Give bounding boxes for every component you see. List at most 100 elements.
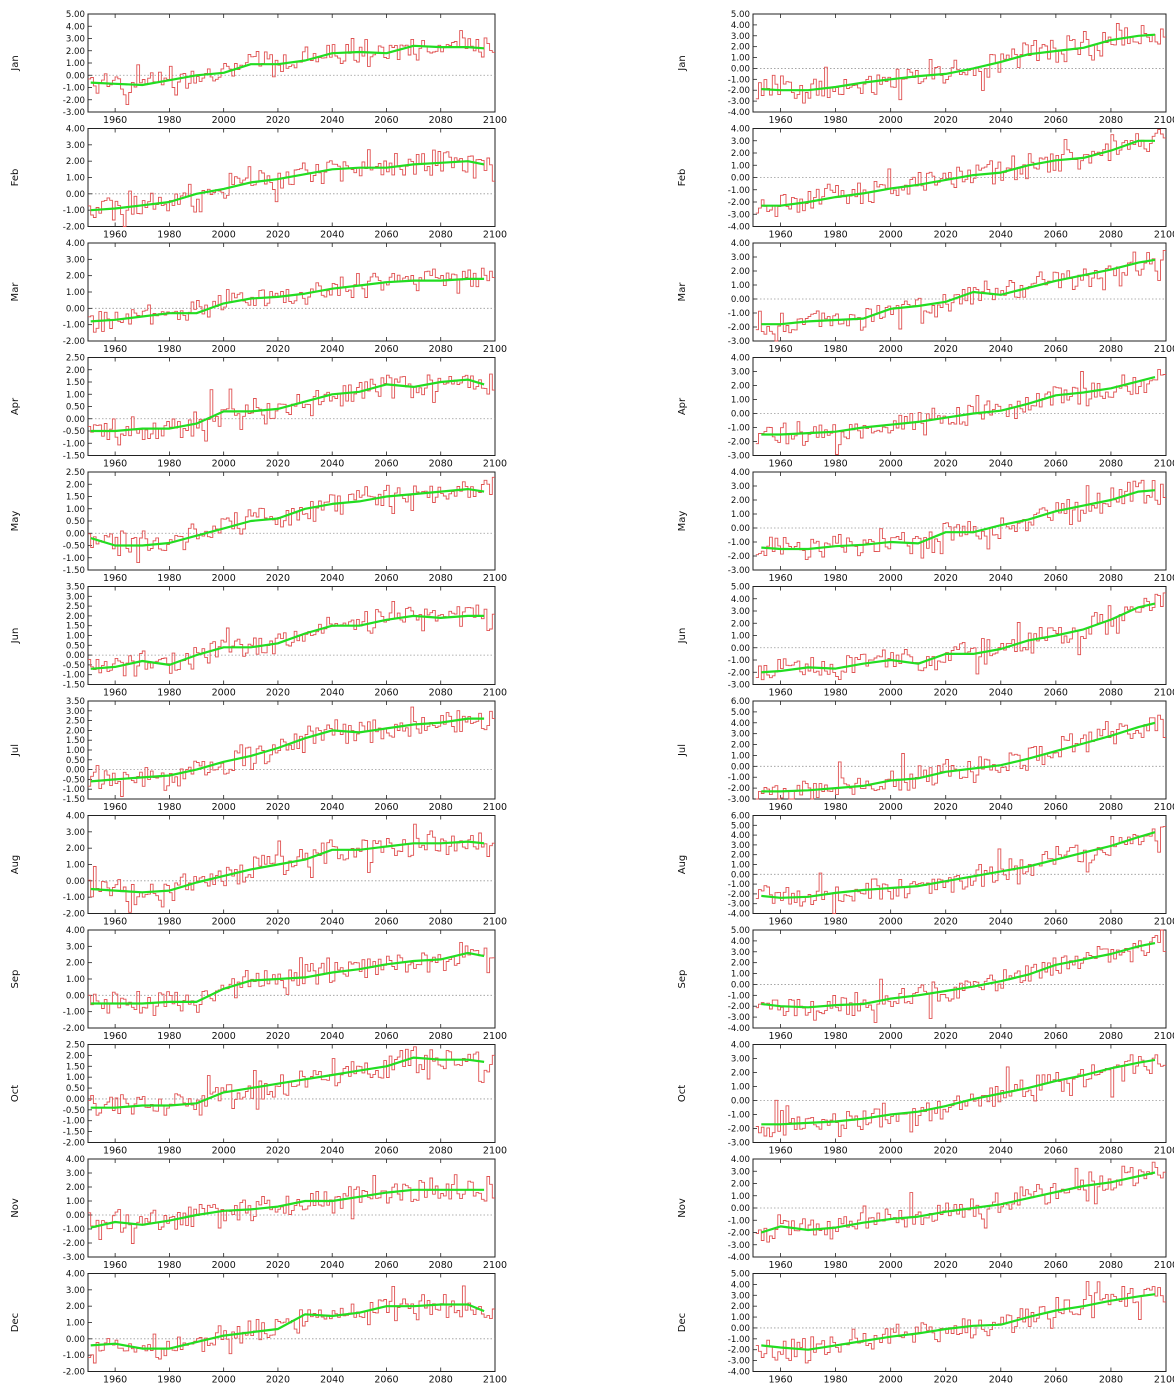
panel-r5-xtick-label: 1960: [768, 573, 792, 584]
panel-r10-xtick-label: 1980: [824, 1146, 848, 1157]
panel-l3-xtick-label: 2060: [374, 344, 398, 355]
panel-l2-ytick-label: 2.00: [66, 157, 85, 167]
panel-r3-ytick-label: 1.00: [731, 281, 750, 291]
panel-l4-ytick-label: 1.50: [66, 378, 85, 388]
panel-r9-ytick-label: -4.00: [728, 1024, 750, 1034]
panel-r1-ytick-label: -3.00: [728, 97, 750, 107]
panel-l6-xtick-label: 2000: [212, 688, 236, 699]
panel-l4-ylabel: Apr: [10, 397, 21, 415]
panel-l2-xtick-label: 2000: [212, 230, 236, 241]
panel-r2-xtick-label: 2020: [934, 230, 958, 241]
panel-l9-xtick-label: 1980: [157, 1031, 181, 1042]
panel-l5-ytick-label: -1.50: [63, 566, 85, 576]
panel-r3-trend-line: [761, 258, 1156, 326]
panel-l2-xtick-label: 2080: [429, 230, 453, 241]
panel-r9-xtick-label: 1980: [824, 1031, 848, 1042]
panel-r11-ytick-label: 0.00: [731, 1204, 750, 1214]
panel-r6-ytick-label: 1.00: [731, 632, 750, 642]
panel-r11-ytick-label: -3.00: [728, 1241, 750, 1251]
panel-r2-annual-series: [755, 129, 1166, 217]
panel-l7-xtick-label: 2080: [429, 802, 453, 813]
panel-l5-xtick-label: 2060: [374, 573, 398, 584]
panel-l2-ytick-label: 4.00: [66, 125, 85, 135]
panel-r11-ytick-label: 1.00: [731, 1192, 750, 1202]
panel-l6-ytick-label: 2.50: [66, 602, 85, 612]
panel-r10-ytick-label: 4.00: [731, 1041, 750, 1051]
panel-r10-annual-series: [755, 1054, 1166, 1138]
panel-r7-ytick-label: 0.00: [731, 762, 750, 772]
panel-l2-xtick-label: 2040: [320, 230, 344, 241]
panel-l7-xtick-label: 1960: [103, 802, 127, 813]
panel-r3-xtick-label: 2020: [934, 344, 958, 355]
panel-l6-xtick-label: 2080: [429, 688, 453, 699]
panel-l7-ytick-label: 0.00: [66, 766, 85, 776]
panel-l2-ytick-label: 1.00: [66, 174, 85, 184]
panel-r8-xtick-label: 1960: [768, 917, 792, 928]
panel-l8-ylabel: Aug: [10, 855, 21, 875]
panel-l12-xtick-label: 2020: [266, 1375, 290, 1384]
panel-r10-xtick-label: 1960: [768, 1146, 792, 1157]
panel-l4-trend-line: [90, 378, 485, 433]
panel-l6: 3.503.002.502.001.501.000.500.00-0.50-1.…: [10, 583, 507, 699]
panel-r7-xtick-label: 2000: [879, 802, 903, 813]
panel-r2-xtick-label: 2060: [1044, 230, 1068, 241]
panel-l3-ytick-label: 0.00: [66, 304, 85, 314]
panel-l6-ytick-label: -1.50: [63, 681, 85, 691]
panel-l3-annual-series: [88, 267, 495, 333]
panel-l11-xtick-label: 2060: [374, 1260, 398, 1271]
panel-r10-xtick-label: 2020: [934, 1146, 958, 1157]
panel-l9-trend-line: [90, 951, 485, 1005]
panel-l8-xtick-label: 2100: [483, 917, 507, 928]
panel-r3-xtick-label: 2060: [1044, 344, 1068, 355]
panel-r9-xtick-label: 2080: [1099, 1031, 1123, 1042]
panel-l10-ytick-label: 2.50: [66, 1041, 85, 1051]
panel-r4-frame: [752, 357, 1167, 456]
panel-l2-ytick-label: -1.00: [63, 206, 85, 216]
panel-r4-trend-line: [761, 376, 1156, 436]
panel-r4-ytick-label: 4.00: [731, 354, 750, 364]
panel-l2-trend-line: [90, 160, 485, 212]
panel-r6-annual-series: [755, 592, 1166, 681]
panel-r12: 5.004.003.002.001.000.00-1.00-2.00-3.00-…: [677, 1270, 1174, 1386]
panel-r8-ytick-label: 2.00: [731, 851, 750, 861]
panel-l11-xtick-label: 2020: [266, 1260, 290, 1271]
panel-l8-xtick-label: 2080: [429, 917, 453, 928]
panel-r7-ytick-label: 2.00: [731, 741, 750, 751]
panel-r5-xtick-label: 2000: [879, 573, 903, 584]
panel-l8-xtick-label: 2040: [320, 917, 344, 928]
panel-l10-ytick-label: 1.00: [66, 1073, 85, 1083]
panel-r1-ytick-label: 2.00: [731, 43, 750, 53]
panel-l9-xtick-label: 2000: [212, 1031, 236, 1042]
panel-l6-xtick-label: 2020: [266, 688, 290, 699]
panel-r10-ytick-label: 0.00: [731, 1097, 750, 1107]
panel-r6-xtick-label: 2040: [989, 688, 1013, 699]
panel-l4-ytick-label: -0.50: [63, 427, 85, 437]
panel-r10-xtick-label: 2080: [1099, 1146, 1123, 1157]
panel-r6-frame: [752, 586, 1167, 685]
panel-r1-ytick-label: 1.00: [731, 54, 750, 64]
panel-r2-xtick-label: 1960: [768, 230, 792, 241]
panel-l2-ytick-label: 3.00: [66, 141, 85, 151]
panel-l12-ytick-label: 1.00: [66, 1319, 85, 1329]
panel-l10-xtick-label: 2020: [266, 1146, 290, 1157]
panel-l8-ytick-label: 1.00: [66, 861, 85, 871]
panel-r12-ytick-label: -3.00: [728, 1357, 750, 1367]
panel-r4-ytick-label: -2.00: [728, 438, 750, 448]
panel-r4-annual-series: [755, 369, 1166, 455]
panel-l10-trend-line: [90, 1056, 485, 1109]
panel-l6-frame: [87, 586, 496, 685]
panel-r7-xtick-label: 2020: [934, 802, 958, 813]
panel-r8-ytick-label: 4.00: [731, 831, 750, 841]
panel-r12-ylabel: Dec: [677, 1313, 688, 1332]
panel-r5-ytick-label: -2.00: [728, 552, 750, 562]
panel-r11-ylabel: Nov: [677, 1198, 688, 1218]
panel-r5: 4.00 3.00 2.00 1.00 0.00 -1.00 -2.00 -3.00 1960 1…: [677, 468, 1174, 584]
panel-r6-ytick-label: -3.00: [728, 681, 750, 691]
panel-l9-xtick-label: 2040: [320, 1031, 344, 1042]
panel-l2-xtick-label: 1980: [157, 230, 181, 241]
panel-r1-ytick-label: 5.00: [731, 10, 750, 20]
panel-r12-ytick-label: 5.00: [731, 1270, 750, 1280]
panel-l1-xtick-label: 2020: [266, 115, 290, 126]
panel-l10-ytick-label: -1.00: [63, 1117, 85, 1127]
